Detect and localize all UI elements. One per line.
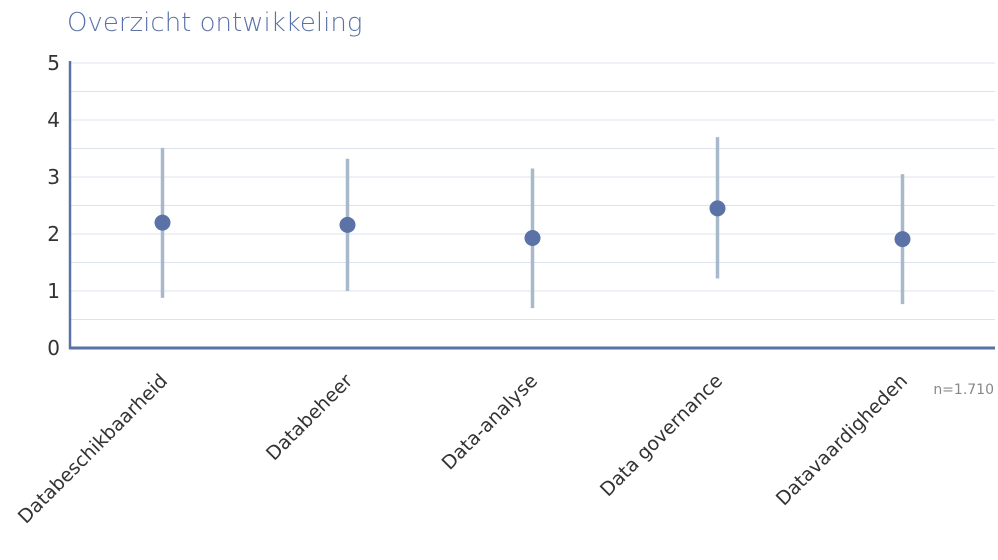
x-tick-label: Datavaardigheden (772, 370, 912, 510)
y-tick-label: 4 (47, 108, 60, 132)
x-tick-label: Data governance (596, 370, 727, 501)
data-points (154, 200, 911, 248)
data-point (154, 214, 171, 231)
x-tick-label: Databeheer (262, 370, 357, 465)
sample-size-annotation: n=1.710 (933, 382, 994, 398)
data-point (524, 229, 541, 246)
x-tick-labels: Databeschikbaarheid Databeheer Data-analys… (14, 370, 912, 528)
y-tick-label: 3 (47, 165, 60, 189)
x-tick-label: Data-analyse (438, 370, 542, 474)
data-point (709, 200, 726, 217)
y-tick-label: 1 (47, 279, 60, 303)
y-tick-label: 0 (47, 336, 60, 360)
axes (68, 61, 995, 350)
x-tick-label: Databeschikbaarheid (14, 370, 172, 528)
data-point (339, 216, 356, 233)
y-tick-label: 5 (47, 51, 60, 75)
y-tick-label: 2 (47, 222, 60, 246)
chart-title: Overzicht ontwikkeling (67, 8, 363, 38)
range-bars (160, 137, 905, 309)
y-tick-labels: 0 1 2 3 4 5 (47, 51, 60, 360)
data-point (894, 231, 911, 248)
